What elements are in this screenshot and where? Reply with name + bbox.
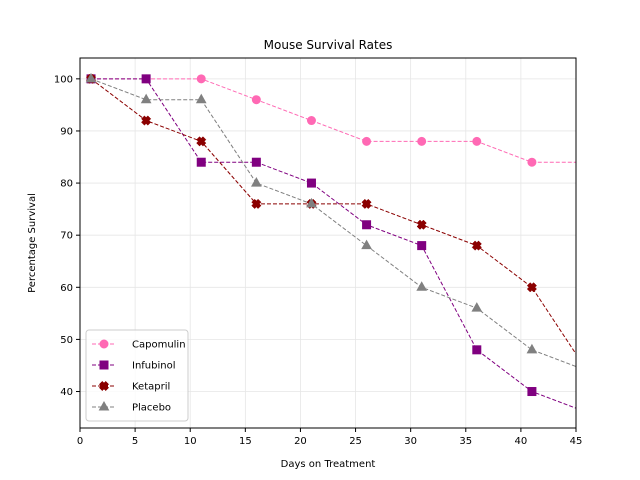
legend-item: Capomulin: [92, 339, 186, 351]
data-point: [306, 197, 317, 208]
data-point: [361, 239, 372, 250]
y-tick-label: 40: [60, 387, 73, 398]
data-point: [196, 136, 207, 147]
data-point: [362, 136, 372, 146]
plot-frame: [79, 57, 577, 429]
data-point: [251, 177, 262, 187]
legend-item: Placebo: [92, 400, 171, 414]
legend-label: Ketapril: [132, 382, 170, 393]
legend: Capomulin Infubinol Ketapril Placebo: [85, 329, 189, 422]
x-tick-label: 5: [132, 436, 138, 447]
x-tick-label: 40: [515, 436, 528, 447]
series-3: [85, 72, 576, 368]
y-tick-label: 60: [60, 283, 73, 294]
data-point: [361, 198, 372, 209]
data-point: [416, 219, 427, 230]
series-layer: [85, 72, 576, 409]
x-tick-label: 0: [77, 436, 83, 447]
y-axis-ticks: 40 50 60 70 80 90 100: [54, 74, 80, 398]
legend-label: Capomulin: [132, 340, 186, 351]
series-line: [90, 78, 576, 355]
data-point: [195, 93, 207, 104]
data-point: [306, 178, 316, 188]
x-tick-label: 20: [294, 436, 307, 447]
y-tick-label: 80: [60, 179, 73, 190]
series-line: [91, 78, 576, 163]
legend-marker: [99, 339, 109, 349]
x-tick-label: 35: [459, 436, 472, 447]
data-point: [85, 72, 97, 83]
data-point: [416, 281, 428, 291]
data-point: [471, 302, 483, 312]
data-point: [526, 343, 538, 354]
y-tick-label: 90: [60, 126, 73, 137]
x-tick-label: 45: [570, 436, 583, 447]
legend-box: [85, 329, 189, 422]
chart-title: Mouse Survival Rates: [264, 38, 393, 52]
data-point: [196, 157, 206, 167]
series-line: [90, 78, 576, 368]
legend-marker: [99, 360, 109, 370]
data-point: [417, 136, 427, 146]
legend-marker: [98, 400, 110, 411]
data-point: [196, 74, 206, 84]
legend-item: Infubinol: [92, 360, 176, 372]
y-tick-label: 70: [60, 231, 73, 242]
data-point: [306, 116, 316, 126]
data-point: [140, 93, 152, 104]
data-point: [527, 157, 537, 167]
y-tick-label: 100: [54, 74, 73, 85]
legend-label: Infubinol: [132, 361, 176, 372]
data-point: [526, 282, 537, 293]
x-tick-label: 15: [239, 436, 252, 447]
x-axis-title: Days on Treatment: [281, 459, 376, 470]
data-point: [251, 198, 262, 209]
data-point: [141, 74, 151, 84]
data-point: [527, 387, 537, 397]
x-tick-label: 30: [404, 436, 417, 447]
data-point: [251, 157, 261, 167]
legend-item: Ketapril: [92, 380, 170, 393]
y-tick-label: 50: [60, 335, 73, 346]
legend-marker: [98, 380, 110, 392]
data-point: [471, 240, 482, 251]
legend-label: Placebo: [132, 403, 171, 414]
data-point: [417, 241, 427, 251]
y-axis-title: Percentage Survival: [27, 193, 38, 293]
data-point: [141, 115, 152, 126]
data-point: [251, 95, 261, 105]
data-point: [472, 345, 482, 355]
x-tick-label: 10: [184, 436, 197, 447]
data-point: [472, 136, 482, 146]
x-tick-label: 25: [349, 436, 362, 447]
x-axis-ticks: 0 5 10 15 20 25 30 35 40 45: [77, 428, 583, 447]
data-point: [362, 220, 372, 230]
